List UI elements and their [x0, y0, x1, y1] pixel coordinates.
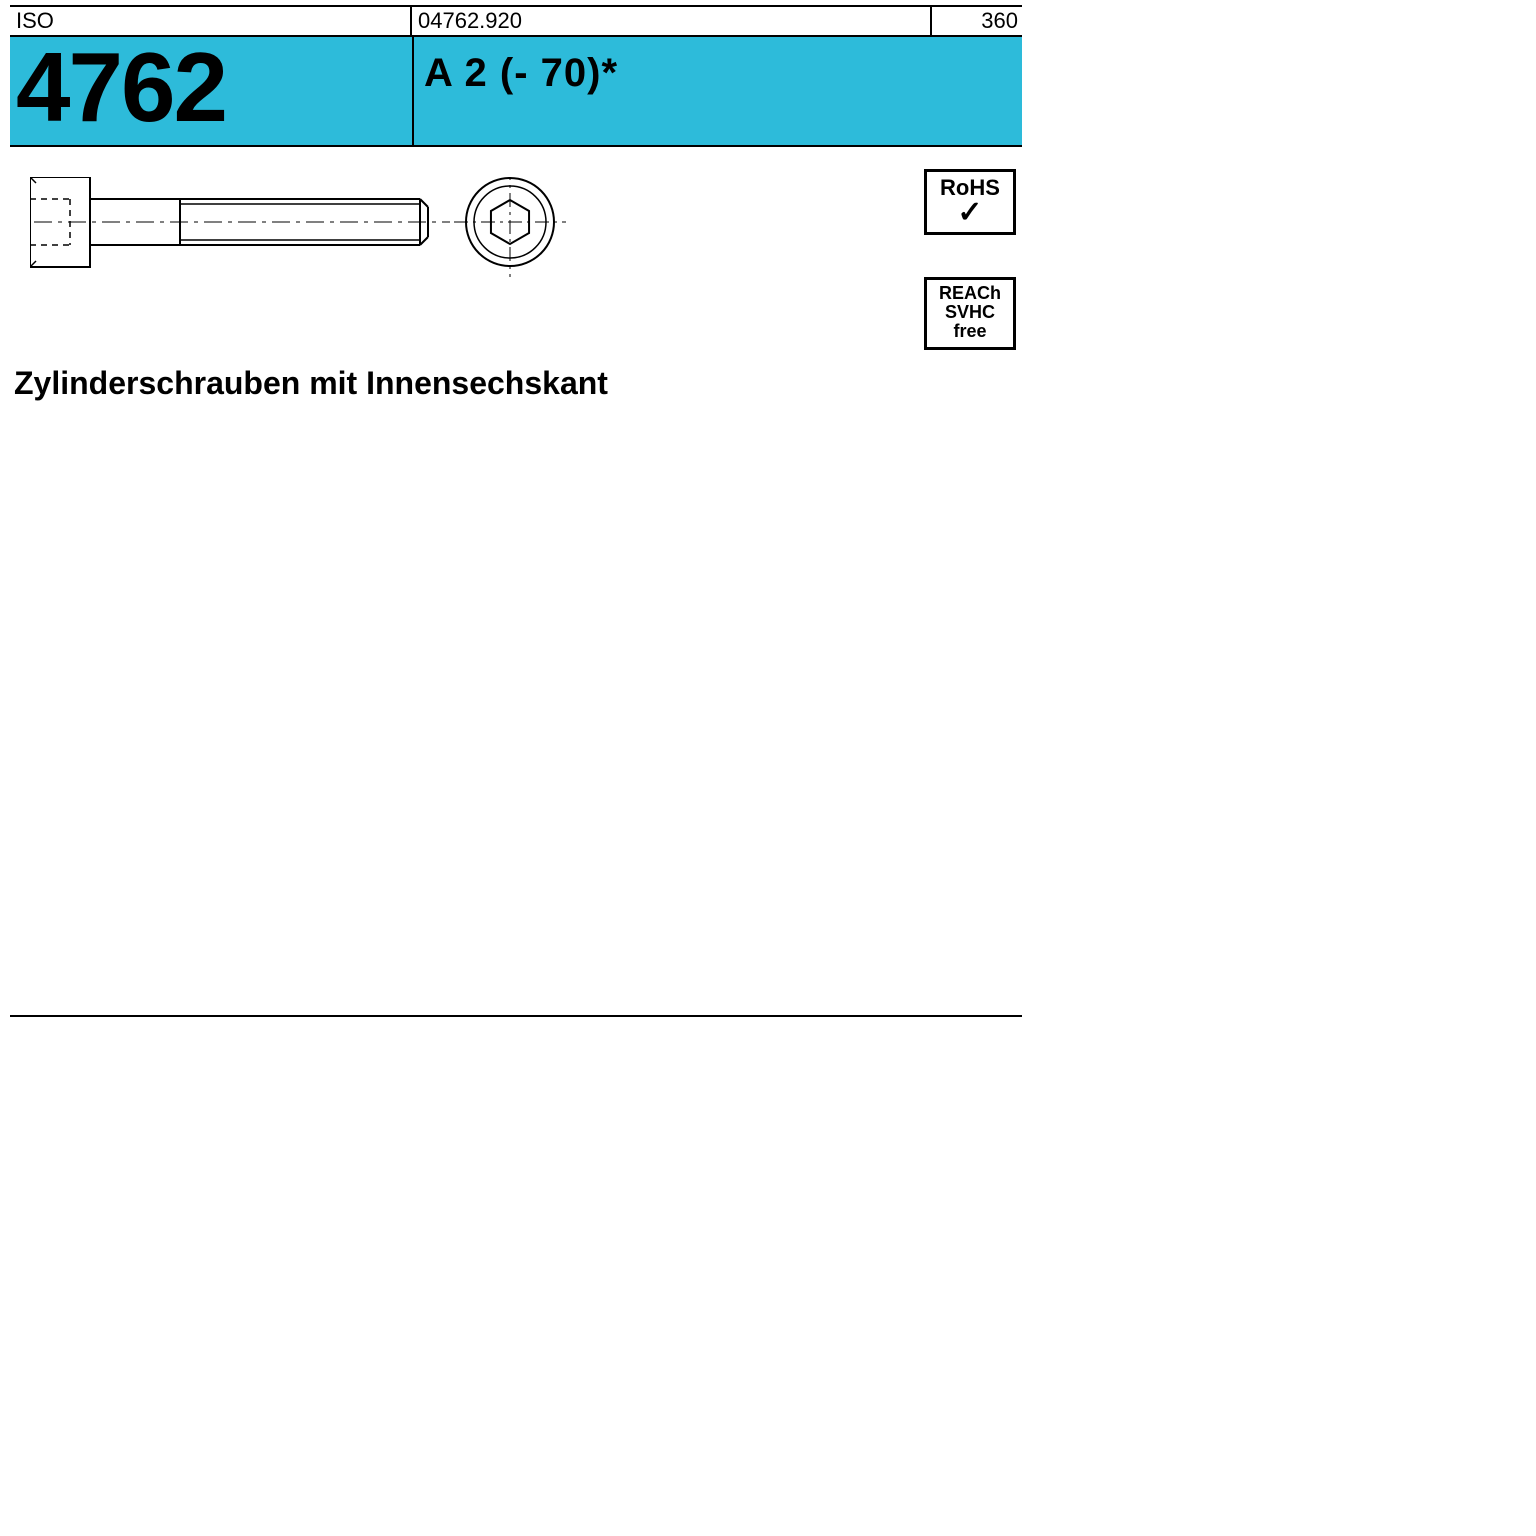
check-icon: ✓ [929, 199, 1011, 226]
title-band: 4762 A 2 (- 70)* [10, 37, 1022, 147]
material-grade: A 2 (- 70)* [424, 51, 618, 96]
reach-line2: SVHC [929, 303, 1011, 322]
datasheet: ISO 04762.920 360 4762 A 2 (- 70)* Zylin… [10, 5, 1022, 1017]
vertical-separator [412, 37, 414, 145]
content-area: Zylinderschrauben mit Innensechskant RoH… [10, 147, 1022, 1017]
reach-line3: free [929, 322, 1011, 341]
technical-drawing [30, 177, 590, 277]
product-description: Zylinderschrauben mit Innensechskant [14, 365, 608, 402]
rohs-badge: RoHS ✓ [924, 169, 1016, 235]
header-code: 04762.920 [412, 7, 932, 35]
header-qty: 360 [932, 7, 1022, 35]
reach-line1: REACh [929, 284, 1011, 303]
reach-badge: REACh SVHC free [924, 277, 1016, 350]
standard-number: 4762 [16, 31, 226, 144]
